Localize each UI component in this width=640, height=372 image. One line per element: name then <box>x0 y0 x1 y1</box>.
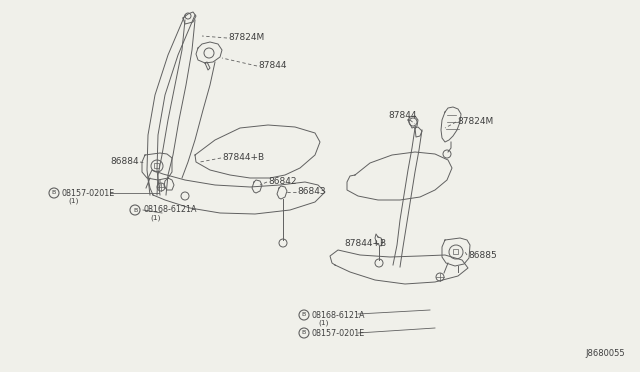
Text: B: B <box>52 190 56 196</box>
Text: 86842: 86842 <box>268 177 296 186</box>
Text: 08168-6121A: 08168-6121A <box>143 205 196 215</box>
Text: 87844: 87844 <box>258 61 287 71</box>
Text: 87844+B: 87844+B <box>344 240 386 248</box>
Text: 87824M: 87824M <box>457 118 493 126</box>
Text: 86843: 86843 <box>297 187 326 196</box>
Text: B: B <box>302 330 306 336</box>
Text: (1): (1) <box>68 198 79 204</box>
Bar <box>453 249 458 254</box>
Text: 08157-0201E: 08157-0201E <box>62 189 115 198</box>
Text: J8680055: J8680055 <box>586 349 625 358</box>
Text: B: B <box>133 208 137 212</box>
Text: 86885: 86885 <box>468 250 497 260</box>
Text: 08168-6121A: 08168-6121A <box>312 311 365 320</box>
Text: 87844: 87844 <box>388 110 417 119</box>
Text: (1): (1) <box>318 320 328 326</box>
Bar <box>154 163 159 168</box>
Text: 08157-0201E: 08157-0201E <box>312 328 365 337</box>
Text: B: B <box>302 312 306 317</box>
Text: 86884: 86884 <box>110 157 139 167</box>
Text: 87824M: 87824M <box>228 33 264 42</box>
Text: 87844+B: 87844+B <box>222 154 264 163</box>
Text: (1): (1) <box>150 215 161 221</box>
